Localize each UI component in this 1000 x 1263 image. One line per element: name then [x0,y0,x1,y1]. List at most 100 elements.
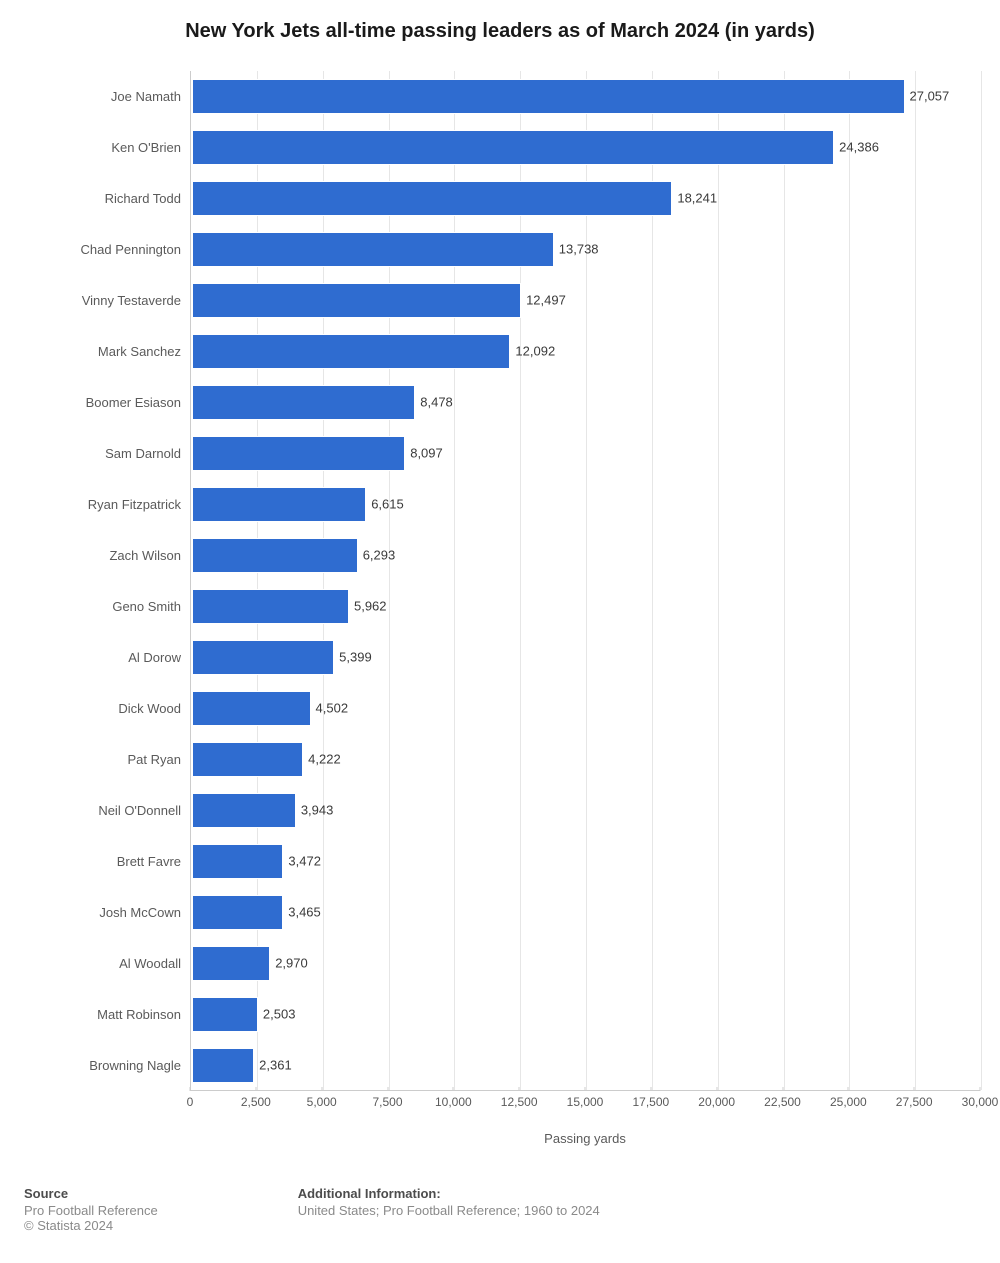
bar-row: Brett Favre3,472 [191,836,980,887]
bar-wrap: 12,092 [191,326,980,377]
bar-row: Chad Pennington13,738 [191,224,980,275]
bar-wrap: 3,465 [191,887,980,938]
category-label: Mark Sanchez [98,344,191,359]
bar: 3,465 [192,895,283,930]
bar-row: Al Woodall2,970 [191,938,980,989]
bar-value-label: 4,222 [302,752,341,767]
x-tick-mark [980,1087,981,1091]
bar-wrap: 5,399 [191,632,980,683]
category-label: Browning Nagle [89,1058,191,1073]
bar: 5,399 [192,640,334,675]
x-tick-mark [519,1087,520,1091]
bar-value-label: 3,472 [282,854,321,869]
bar-wrap: 13,738 [191,224,980,275]
bar-value-label: 24,386 [833,140,879,155]
bar-wrap: 3,472 [191,836,980,887]
category-label: Brett Favre [117,854,191,869]
category-label: Boomer Esiason [86,395,191,410]
x-tick-label: 10,000 [435,1095,472,1109]
bar-wrap: 6,293 [191,530,980,581]
footer-info-heading: Additional Information: [298,1186,600,1201]
bar-row: Geno Smith5,962 [191,581,980,632]
bar: 3,943 [192,793,296,828]
bar: 18,241 [192,181,672,216]
bar-row: Neil O'Donnell3,943 [191,785,980,836]
bar-wrap: 27,057 [191,71,980,122]
x-tick-label: 25,000 [830,1095,867,1109]
x-tick-mark [387,1087,388,1091]
footer-info-line: United States; Pro Football Reference; 1… [298,1203,600,1218]
x-tick-mark [321,1087,322,1091]
bar-value-label: 2,503 [257,1007,296,1022]
bar-value-label: 5,962 [348,599,387,614]
bar-row: Joe Namath27,057 [191,71,980,122]
x-axis: 02,5005,0007,50010,00012,50015,00017,500… [190,1091,980,1125]
category-label: Sam Darnold [105,446,191,461]
bar-value-label: 3,465 [282,905,321,920]
bar-wrap: 12,497 [191,275,980,326]
bar-row: Ken O'Brien24,386 [191,122,980,173]
bar-value-label: 5,399 [333,650,372,665]
category-label: Ken O'Brien [111,140,191,155]
x-tick-mark [848,1087,849,1091]
x-tick-mark [716,1087,717,1091]
x-tick-label: 17,500 [632,1095,669,1109]
chart-area: Joe Namath27,057Ken O'Brien24,386Richard… [30,71,980,1146]
footer-info: Additional Information: United States; P… [298,1186,600,1233]
x-tick-mark [255,1087,256,1091]
bar: 8,097 [192,436,405,471]
bar-row: Sam Darnold8,097 [191,428,980,479]
x-tick-mark [650,1087,651,1091]
bar: 2,503 [192,997,258,1032]
bar-row: Ryan Fitzpatrick6,615 [191,479,980,530]
bar-row: Pat Ryan4,222 [191,734,980,785]
bar-row: Al Dorow5,399 [191,632,980,683]
bar-row: Mark Sanchez12,092 [191,326,980,377]
bar: 12,092 [192,334,510,369]
bar-row: Vinny Testaverde12,497 [191,275,980,326]
bar-value-label: 12,497 [520,293,566,308]
bar: 6,615 [192,487,366,522]
chart-title: New York Jets all-time passing leaders a… [20,20,980,43]
bar-wrap: 8,478 [191,377,980,428]
bar-wrap: 18,241 [191,173,980,224]
bar-row: Dick Wood4,502 [191,683,980,734]
plot-area: Joe Namath27,057Ken O'Brien24,386Richard… [190,71,980,1091]
bar: 2,361 [192,1048,254,1083]
bar-value-label: 2,361 [253,1058,292,1073]
bar-value-label: 4,502 [310,701,349,716]
bar-row: Matt Robinson2,503 [191,989,980,1040]
bar: 24,386 [192,130,834,165]
bars-layer: Joe Namath27,057Ken O'Brien24,386Richard… [191,71,980,1090]
x-tick-mark [782,1087,783,1091]
x-tick-label: 2,500 [241,1095,271,1109]
x-tick-label: 12,500 [501,1095,538,1109]
bar-value-label: 2,970 [269,956,308,971]
category-label: Al Woodall [119,956,191,971]
bar: 4,502 [192,691,311,726]
category-label: Ryan Fitzpatrick [88,497,191,512]
bar: 8,478 [192,385,415,420]
x-tick-label: 5,000 [307,1095,337,1109]
bar: 5,962 [192,589,349,624]
x-tick-mark [914,1087,915,1091]
category-label: Richard Todd [105,191,191,206]
x-tick-label: 27,500 [896,1095,933,1109]
bar-value-label: 8,097 [404,446,443,461]
bar-wrap: 6,615 [191,479,980,530]
category-label: Chad Pennington [81,242,191,257]
bar-value-label: 18,241 [671,191,717,206]
x-tick-label: 15,000 [567,1095,604,1109]
bar-row: Boomer Esiason8,478 [191,377,980,428]
x-tick-label: 7,500 [372,1095,402,1109]
bar: 4,222 [192,742,303,777]
bar: 13,738 [192,232,554,267]
chart-container: New York Jets all-time passing leaders a… [0,0,1000,1263]
bar-value-label: 6,293 [357,548,396,563]
bar-wrap: 4,502 [191,683,980,734]
bar: 3,472 [192,844,283,879]
footer-copyright: © Statista 2024 [24,1218,158,1233]
bar-value-label: 6,615 [365,497,404,512]
category-label: Zach Wilson [109,548,191,563]
category-label: Dick Wood [118,701,191,716]
